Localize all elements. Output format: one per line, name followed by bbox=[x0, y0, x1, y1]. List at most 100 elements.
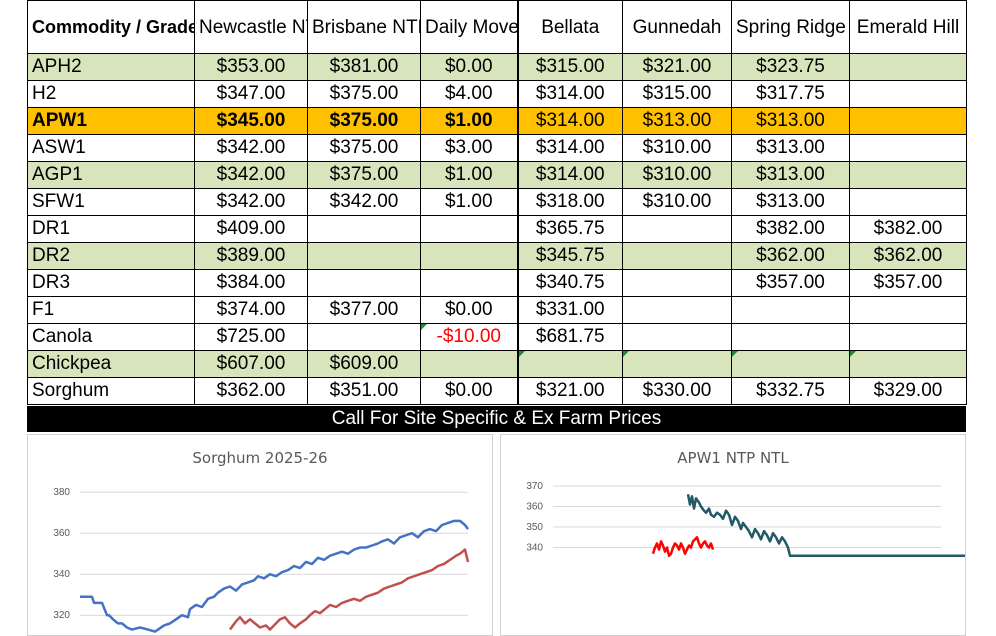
price-cell: $0.00 bbox=[420, 296, 518, 324]
price-cell bbox=[731, 296, 850, 324]
grade-cell: SFW1 bbox=[27, 188, 195, 216]
y-tick-label: 360 bbox=[526, 502, 543, 513]
price-cell bbox=[622, 323, 732, 351]
price-cell: $375.00 bbox=[307, 107, 421, 135]
price-cell bbox=[307, 242, 421, 270]
price-cell: $382.00 bbox=[849, 215, 967, 243]
price-cell: $310.00 bbox=[622, 161, 732, 189]
price-cell: $345.75 bbox=[516, 242, 623, 270]
price-cell: $342.00 bbox=[194, 161, 308, 189]
table-row: ASW1 $342.00 $375.00 $3.00 $314.00 $310.00 $31… bbox=[27, 134, 967, 162]
price-cell: $374.00 bbox=[194, 296, 308, 324]
table-row: AGP1 $342.00 $375.00 $1.00 $314.00 $310.00 $31… bbox=[27, 161, 967, 189]
grade-cell: ASW1 bbox=[27, 134, 195, 162]
price-cell bbox=[420, 215, 518, 243]
price-cell bbox=[622, 350, 732, 378]
price-cell: $4.00 bbox=[420, 80, 518, 108]
price-cell: $317.75 bbox=[731, 80, 850, 108]
series-line bbox=[686, 494, 965, 557]
price-cell bbox=[516, 350, 623, 378]
grade-cell: Chickpea bbox=[27, 350, 195, 378]
price-cell: $315.00 bbox=[516, 53, 623, 81]
y-tick-label: 350 bbox=[526, 522, 543, 533]
table-row: DR2 $389.00 $345.75 $362.00 $362.00 bbox=[27, 242, 967, 270]
table-row: APW1 $345.00 $375.00 $1.00 $314.00 $313.00 $31… bbox=[27, 107, 967, 135]
price-cell: $318.00 bbox=[516, 188, 623, 216]
price-cell: $353.00 bbox=[194, 53, 308, 81]
price-cell: $329.00 bbox=[849, 377, 967, 405]
price-cell: $609.00 bbox=[307, 350, 421, 378]
y-tick-label: 340 bbox=[526, 543, 543, 554]
price-cell: $607.00 bbox=[194, 350, 308, 378]
header-daily-move: Daily Move NTL bbox=[420, 0, 518, 54]
price-cell: $314.00 bbox=[516, 80, 623, 108]
grade-cell: APW1 bbox=[27, 107, 195, 135]
price-cell: $357.00 bbox=[731, 269, 850, 297]
table-row: Sorghum $362.00 $351.00 $0.00 $321.00 $330.00… bbox=[27, 377, 967, 405]
table-row: APH2 $353.00 $381.00 $0.00 $315.00 $321.00 $32… bbox=[27, 53, 967, 81]
price-cell: $409.00 bbox=[194, 215, 308, 243]
price-cell bbox=[849, 53, 967, 81]
grade-cell: DR2 bbox=[27, 242, 195, 270]
price-cell: $323.75 bbox=[731, 53, 850, 81]
price-table: Commodity / Grade / NTP Newcastle NTP TR… bbox=[27, 0, 967, 405]
price-cell bbox=[731, 323, 850, 351]
price-cell bbox=[849, 350, 967, 378]
price-cell bbox=[307, 269, 421, 297]
price-cell: $331.00 bbox=[516, 296, 623, 324]
price-cell bbox=[849, 161, 967, 189]
price-cell bbox=[731, 350, 850, 378]
table-row: Chickpea $607.00 $609.00 bbox=[27, 350, 967, 378]
series-line bbox=[228, 548, 470, 631]
apw1-chart-svg: 340 350 360 370 bbox=[526, 481, 965, 557]
price-cell: $313.00 bbox=[622, 107, 732, 135]
price-cell: $357.00 bbox=[849, 269, 967, 297]
header-gunnedah: Gunnedah bbox=[622, 0, 732, 54]
grade-cell: AGP1 bbox=[27, 161, 195, 189]
header-commodity: Commodity / Grade / NTP bbox=[27, 0, 195, 54]
header-row: Commodity / Grade / NTP Newcastle NTP TR… bbox=[27, 0, 967, 54]
price-cell bbox=[849, 188, 967, 216]
price-cell: $314.00 bbox=[516, 161, 623, 189]
price-cell: $345.00 bbox=[194, 107, 308, 135]
price-cell bbox=[622, 296, 732, 324]
price-cell: $375.00 bbox=[307, 134, 421, 162]
price-cell: $3.00 bbox=[420, 134, 518, 162]
table-row: DR1 $409.00 $365.75 $382.00 $382.00 bbox=[27, 215, 967, 243]
header-bellata: Bellata bbox=[516, 0, 623, 54]
y-tick-label: 320 bbox=[53, 610, 70, 621]
price-cell: $315.00 bbox=[622, 80, 732, 108]
price-cell: $313.00 bbox=[731, 161, 850, 189]
price-cell: $321.00 bbox=[516, 377, 623, 405]
grade-cell: DR1 bbox=[27, 215, 195, 243]
price-cell: $389.00 bbox=[194, 242, 308, 270]
price-cell: $362.00 bbox=[731, 242, 850, 270]
price-cell: $365.75 bbox=[516, 215, 623, 243]
price-cell: $342.00 bbox=[194, 188, 308, 216]
price-cell: -$10.00 bbox=[420, 323, 518, 351]
sorghum-chart: Sorghum 2025-26 320 340 360 380 bbox=[27, 434, 493, 636]
price-cell bbox=[622, 215, 732, 243]
price-cell: $1.00 bbox=[420, 161, 518, 189]
price-cell bbox=[307, 323, 421, 351]
table-row: Canola $725.00 -$10.00 $681.75 bbox=[27, 323, 967, 351]
price-cell bbox=[622, 242, 732, 270]
price-cell: $342.00 bbox=[307, 188, 421, 216]
grade-cell: APH2 bbox=[27, 53, 195, 81]
price-cell: $347.00 bbox=[194, 80, 308, 108]
price-cell: $1.00 bbox=[420, 107, 518, 135]
price-cell: $0.00 bbox=[420, 53, 518, 81]
grade-cell: DR3 bbox=[27, 269, 195, 297]
price-cell: $313.00 bbox=[731, 107, 850, 135]
price-cell: $362.00 bbox=[194, 377, 308, 405]
price-cell: $0.00 bbox=[420, 377, 518, 405]
header-brisbane: Brisbane NTP TRK bbox=[307, 0, 421, 54]
table-row: H2 $347.00 $375.00 $4.00 $314.00 $315.00 $317.… bbox=[27, 80, 967, 108]
sorghum-chart-svg: 320 340 360 380 bbox=[53, 487, 470, 633]
y-tick-label: 360 bbox=[53, 528, 70, 539]
price-cell: $342.00 bbox=[194, 134, 308, 162]
price-cell bbox=[849, 107, 967, 135]
price-cell: $310.00 bbox=[622, 188, 732, 216]
price-cell bbox=[849, 323, 967, 351]
grade-cell: Sorghum bbox=[27, 377, 195, 405]
